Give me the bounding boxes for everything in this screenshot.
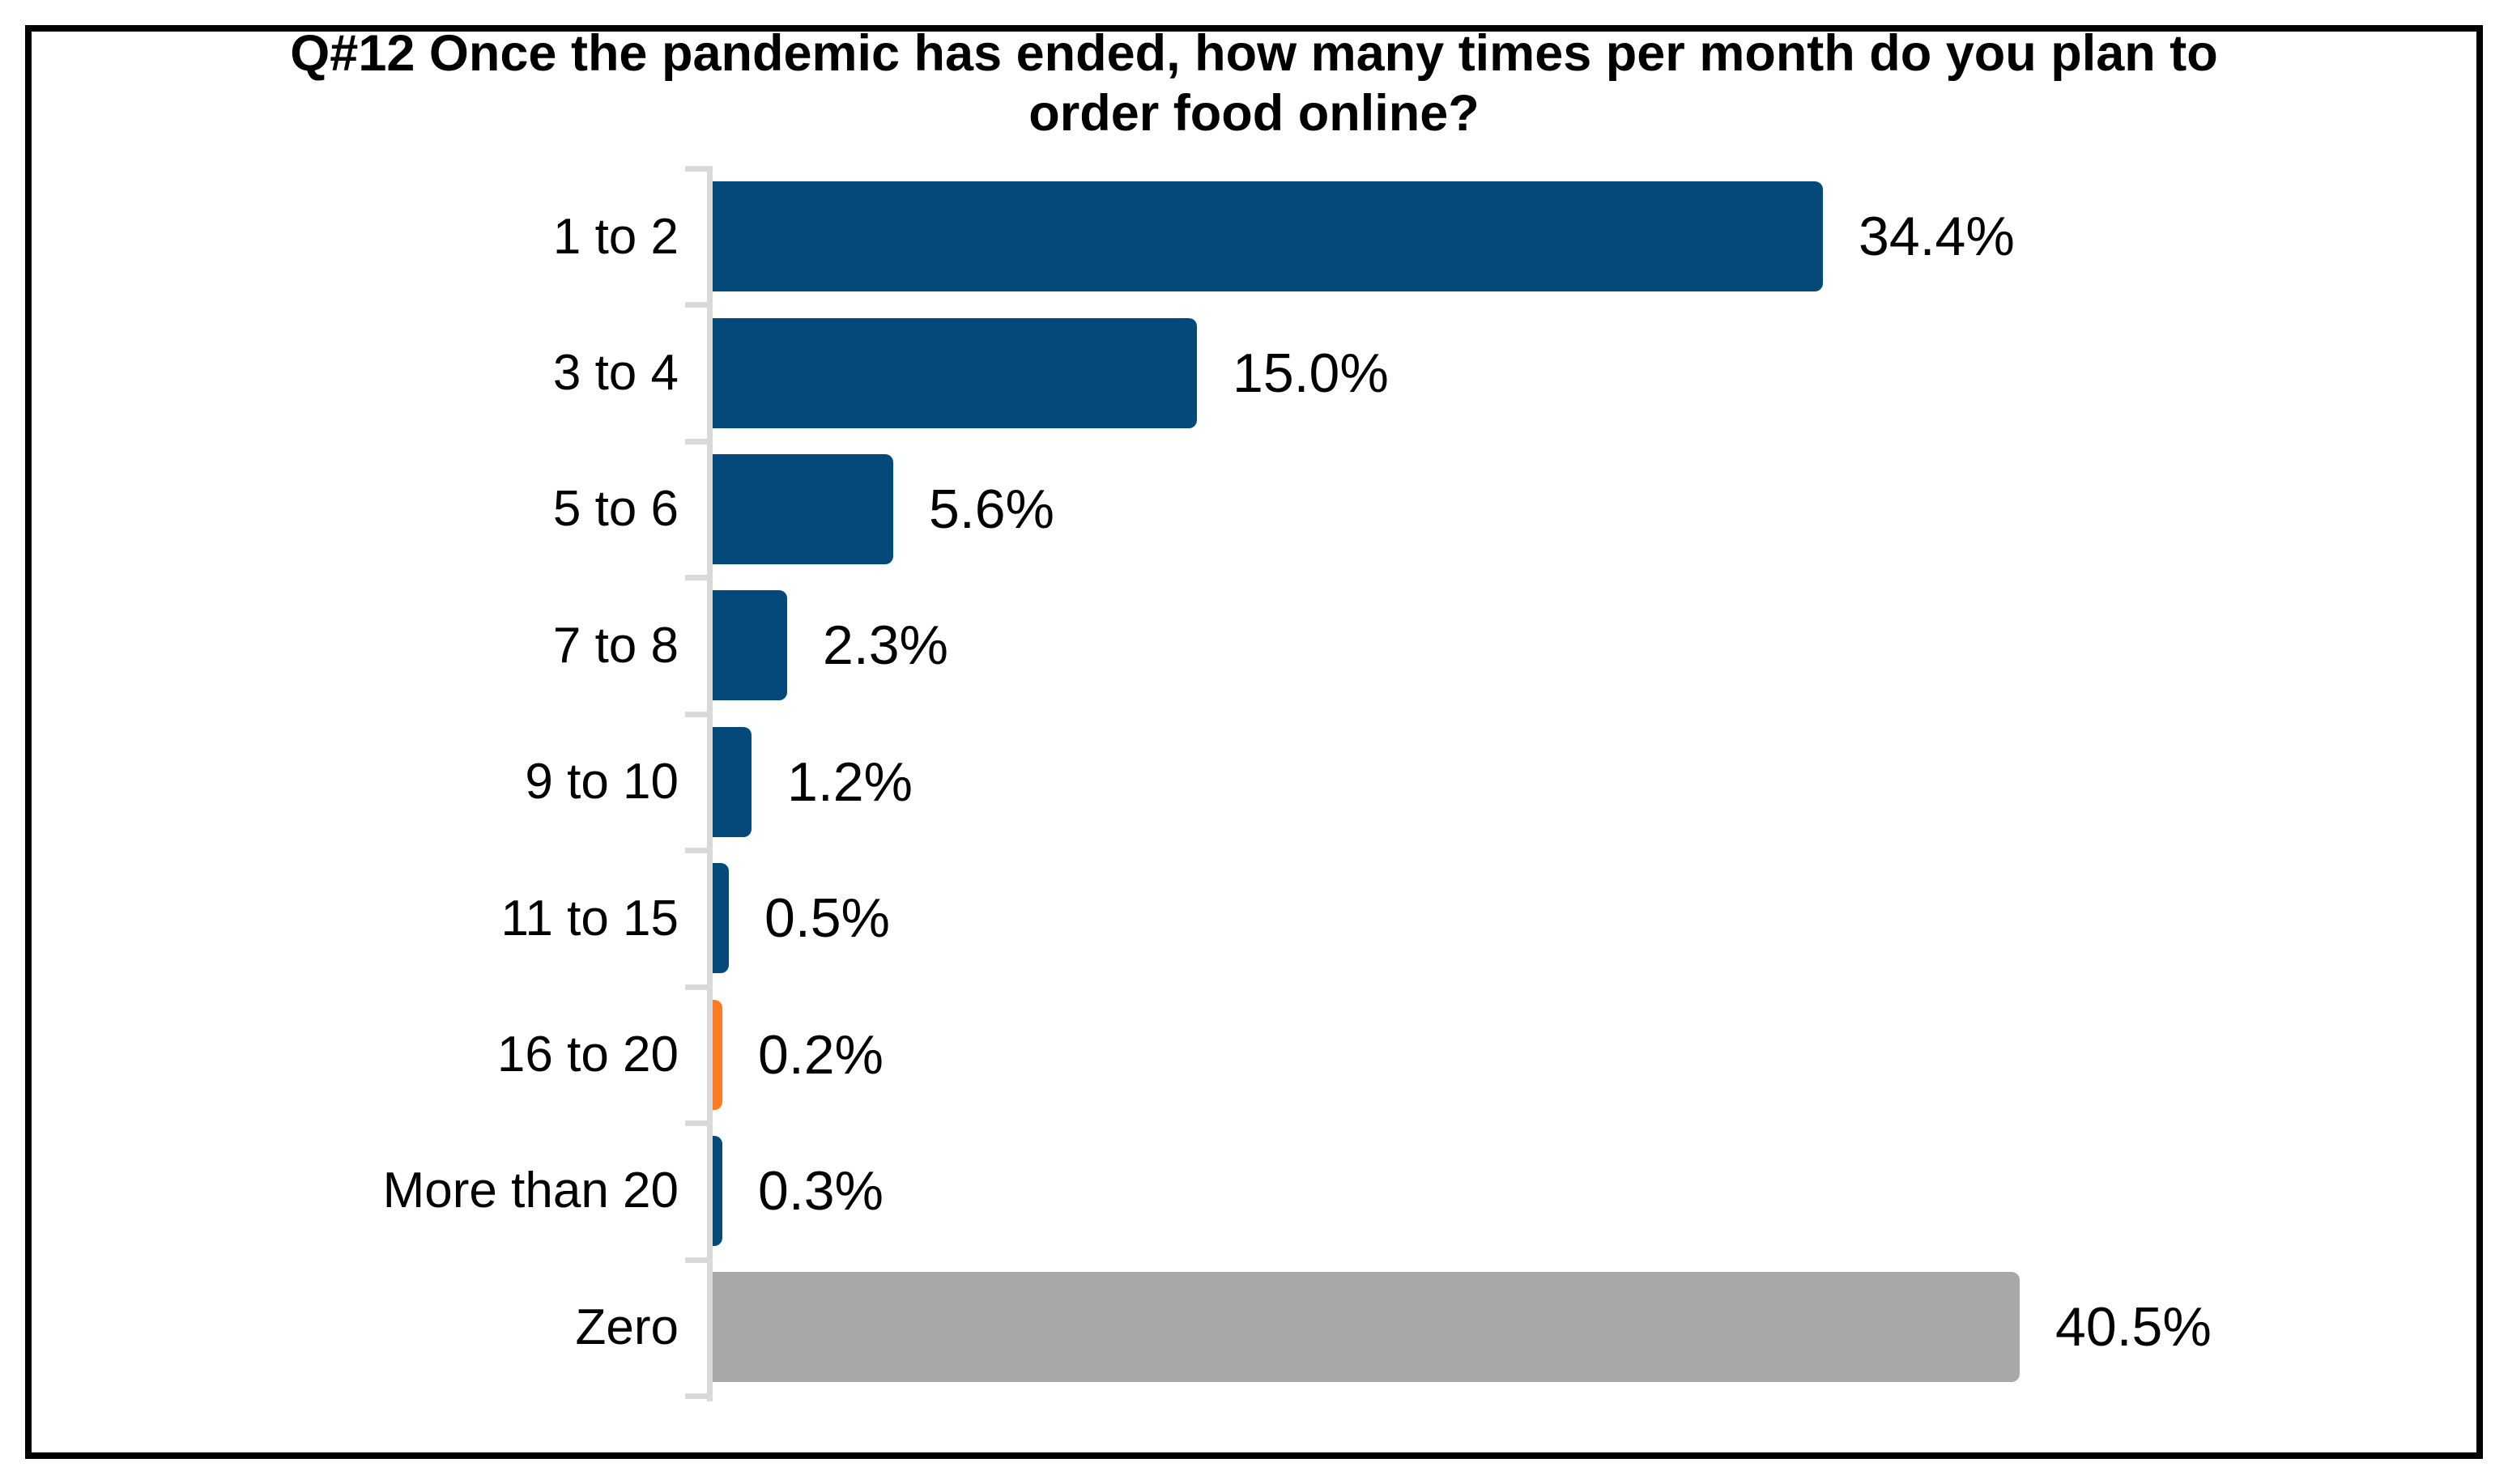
bar-row: 3 to 4 15.0% [0, 304, 2508, 440]
category-label: 1 to 2 [552, 208, 679, 265]
bar-track: 5.6% [713, 441, 2508, 577]
bar-track: 0.2% [713, 986, 2508, 1122]
axis-tick [685, 712, 713, 717]
bar [713, 181, 1823, 292]
bar-row: 7 to 8 2.3% [0, 577, 2508, 713]
bar [713, 863, 729, 974]
bar [713, 590, 787, 701]
category-label: 7 to 8 [552, 617, 679, 674]
bar-row: 5 to 6 5.6% [0, 441, 2508, 577]
bar-track: 15.0% [713, 304, 2508, 440]
bar [713, 726, 752, 837]
value-label: 34.4% [1859, 206, 2015, 268]
category-label: 11 to 15 [500, 890, 679, 946]
axis-tick [685, 1120, 713, 1126]
bar-row: 1 to 2 34.4% [0, 168, 2508, 304]
value-label: 5.6% [929, 478, 1054, 540]
axis-tick [685, 1257, 713, 1263]
axis-tick [685, 166, 713, 172]
category-label: 3 to 4 [552, 345, 679, 402]
bar-track: 40.5% [713, 1259, 2508, 1395]
bar [713, 453, 893, 564]
bar-track: 1.2% [713, 714, 2508, 850]
axis-tick [685, 984, 713, 990]
bar-row: 16 to 20 0.2% [0, 986, 2508, 1122]
category-label: 16 to 20 [496, 1027, 679, 1083]
category-axis [685, 166, 713, 1401]
bar-row: More than 20 0.3% [0, 1123, 2508, 1259]
axis-tick [685, 439, 713, 444]
axis-tick [685, 302, 713, 308]
bar-track: 0.3% [713, 1123, 2508, 1259]
value-label: 2.3% [823, 614, 948, 677]
bar [713, 1135, 722, 1246]
category-label: Zero [575, 1299, 679, 1355]
bar-track: 34.4% [713, 168, 2508, 304]
category-label: 9 to 10 [525, 754, 679, 810]
bar [713, 999, 722, 1110]
bar-row: Zero 40.5% [0, 1259, 2508, 1395]
chart-title: Q#12 Once the pandemic has ended, how ma… [290, 25, 2218, 142]
bar [713, 317, 1197, 428]
value-label: 15.0% [1233, 342, 1389, 404]
bar-row: 9 to 10 1.2% [0, 714, 2508, 850]
value-label: 0.5% [764, 887, 890, 950]
value-label: 0.2% [758, 1023, 884, 1086]
category-axis-line [707, 166, 713, 1401]
category-label: More than 20 [382, 1163, 679, 1219]
bar [713, 1272, 2020, 1383]
bar-row: 11 to 15 0.5% [0, 850, 2508, 986]
value-label: 1.2% [787, 751, 913, 813]
axis-tick [685, 848, 713, 853]
axis-tick [685, 1393, 713, 1399]
bar-track: 0.5% [713, 850, 2508, 986]
bar-rows: 1 to 2 34.4% 3 to 4 15.0% 5 to 6 5.6% 7 to 8 2.… [0, 168, 2508, 1396]
axis-tick [685, 575, 713, 580]
bar-track: 2.3% [713, 577, 2508, 713]
category-label: 5 to 6 [552, 481, 679, 538]
value-label: 40.5% [2055, 1296, 2212, 1359]
value-label: 0.3% [758, 1159, 884, 1222]
